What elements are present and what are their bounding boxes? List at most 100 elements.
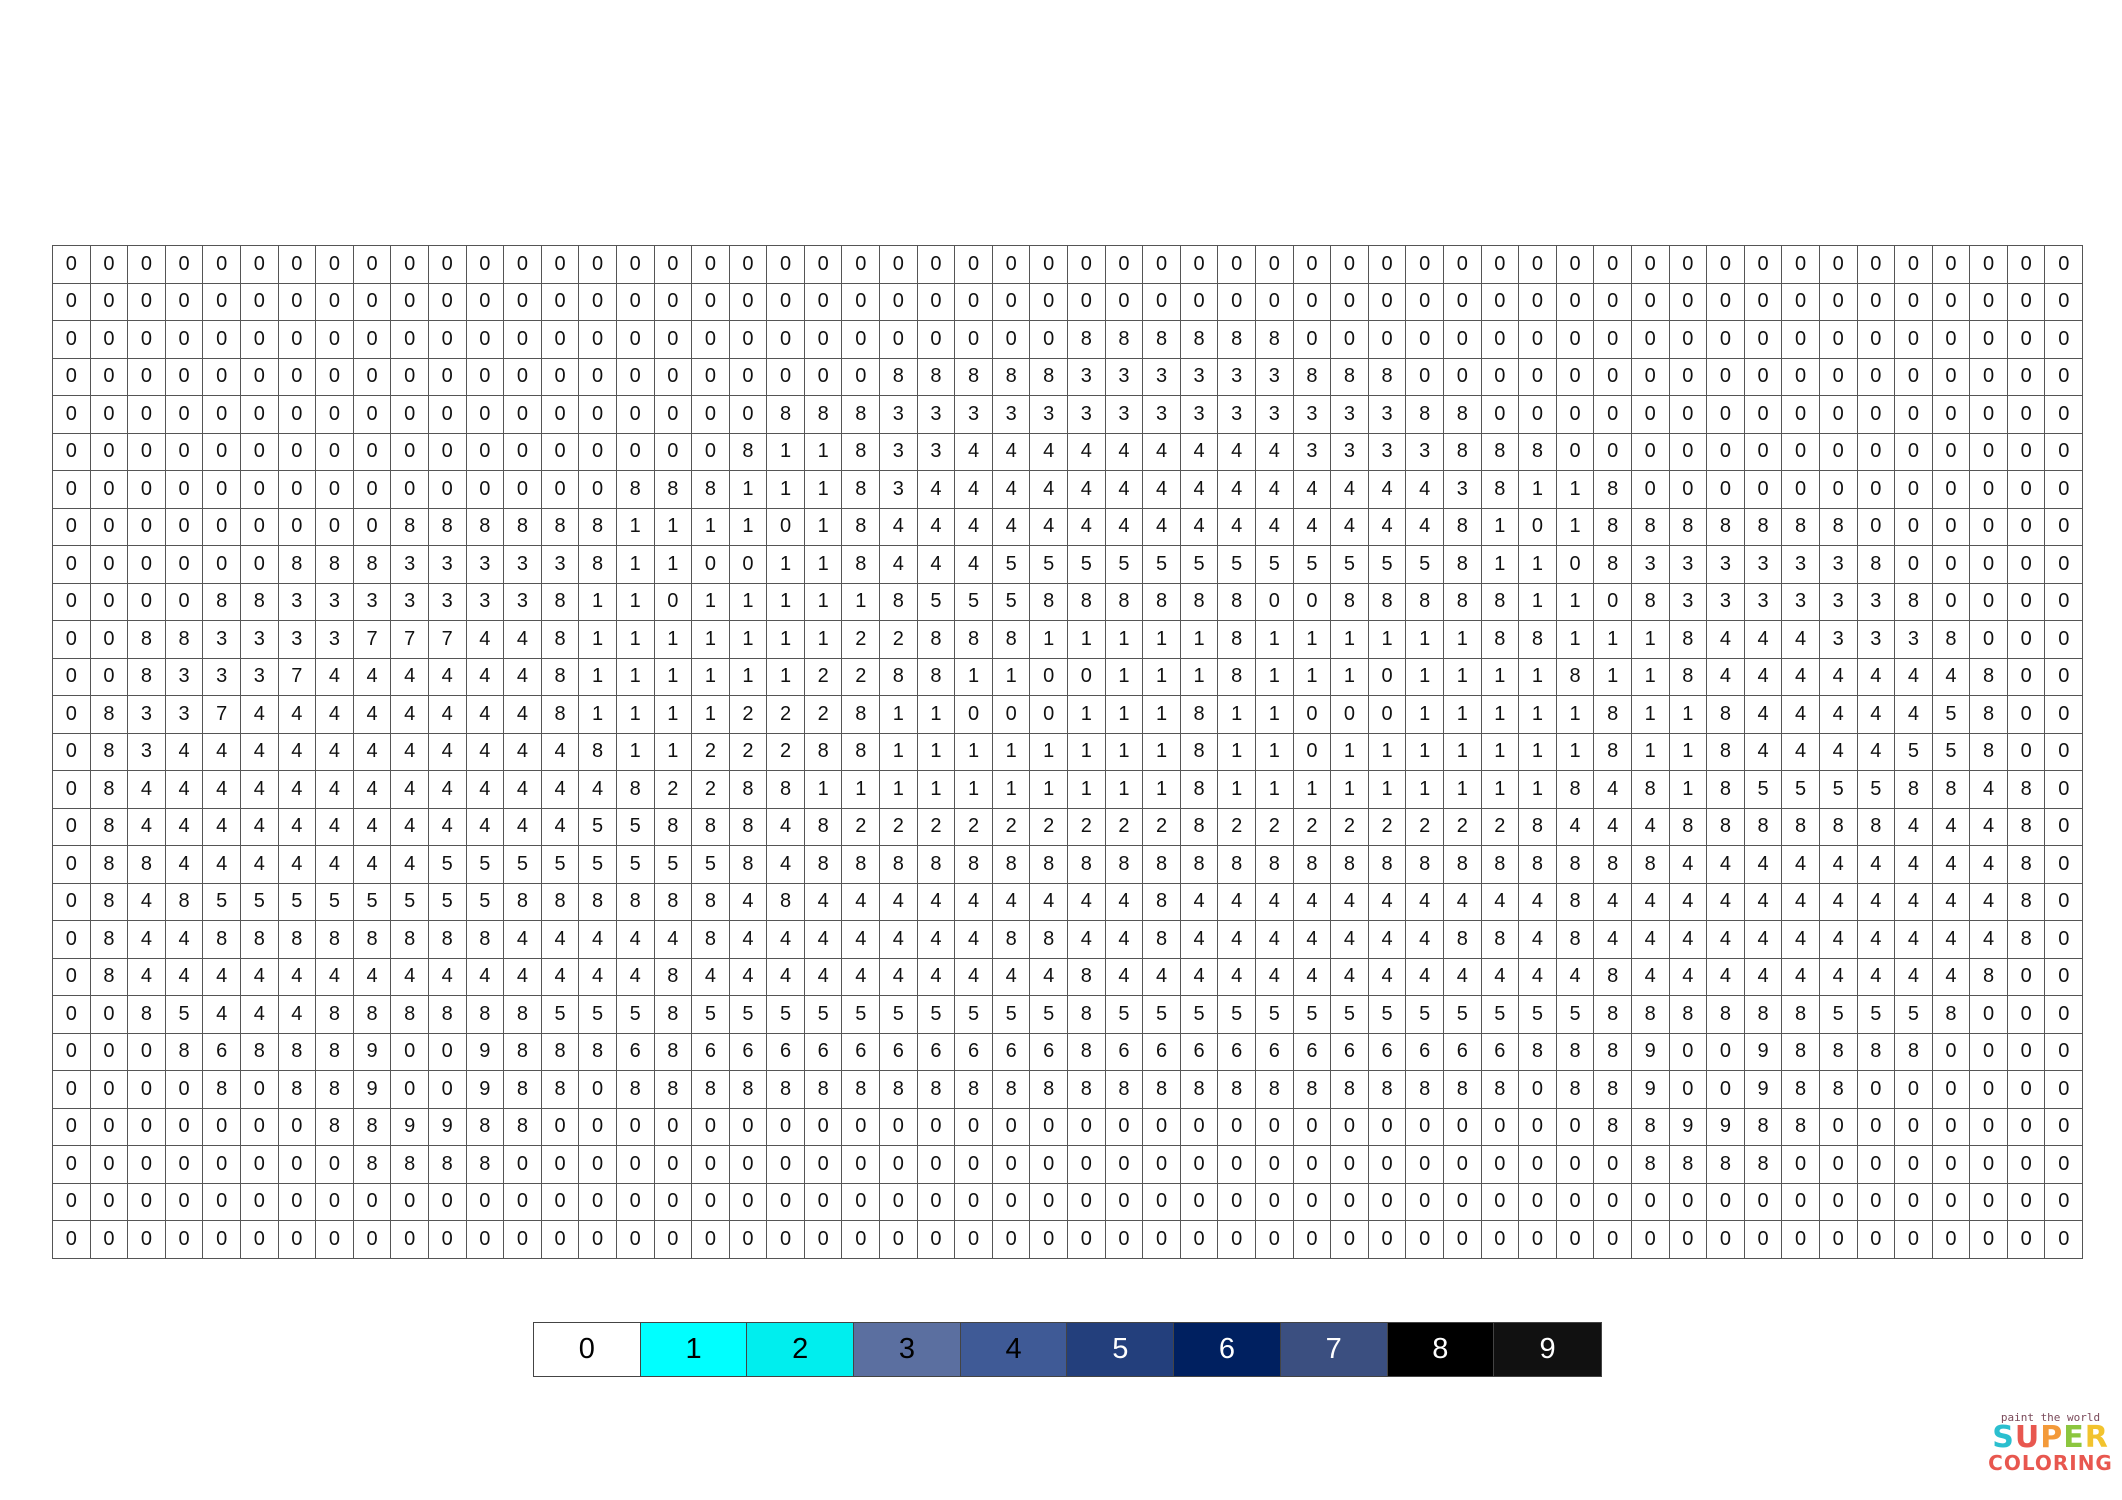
grid-cell: 0 bbox=[579, 1221, 617, 1259]
grid-cell: 8 bbox=[165, 621, 204, 659]
grid-cell: 4 bbox=[955, 471, 993, 509]
grid-cell: 4 bbox=[1293, 508, 1332, 546]
grid-cell: 0 bbox=[504, 358, 542, 396]
grid-cell: 1 bbox=[1030, 771, 1069, 809]
grid-cell: 0 bbox=[804, 1108, 843, 1146]
grid-cell: 0 bbox=[428, 471, 467, 509]
grid-cell: 4 bbox=[1932, 658, 1971, 696]
grid-cell: 4 bbox=[428, 658, 467, 696]
grid-cell: 0 bbox=[729, 1108, 768, 1146]
grid-cell: 1 bbox=[1068, 621, 1106, 659]
grid-cell: 0 bbox=[1857, 1183, 1896, 1221]
grid-cell: 0 bbox=[278, 471, 317, 509]
grid-cell: 2 bbox=[1368, 808, 1407, 846]
grid-cell: 0 bbox=[428, 1033, 467, 1071]
grid-cell: 4 bbox=[729, 958, 768, 996]
grid-cell: 0 bbox=[1519, 246, 1557, 284]
grid-cell: 0 bbox=[1707, 433, 1745, 471]
grid-cell: 0 bbox=[1068, 1146, 1106, 1184]
grid-cell: 0 bbox=[278, 396, 317, 434]
grid-cell: 3 bbox=[391, 583, 429, 621]
logo-letter: U bbox=[2014, 1420, 2041, 1455]
grid-cell: 0 bbox=[1556, 358, 1595, 396]
grid-cell: 0 bbox=[692, 246, 730, 284]
grid-cell: 8 bbox=[278, 921, 317, 959]
legend-swatch-7: 7 bbox=[1280, 1323, 1388, 1376]
grid-cell: 5 bbox=[1030, 996, 1069, 1034]
grid-cell: 4 bbox=[353, 696, 392, 734]
grid-cell: 0 bbox=[842, 283, 881, 321]
grid-cell: 1 bbox=[955, 771, 993, 809]
grid-cell: 0 bbox=[353, 1183, 392, 1221]
grid-cell: 0 bbox=[504, 1146, 542, 1184]
grid-cell: 4 bbox=[917, 883, 956, 921]
grid-cell: 1 bbox=[1594, 658, 1632, 696]
grid-cell: 0 bbox=[1744, 1221, 1783, 1259]
grid-cell: 8 bbox=[1256, 846, 1294, 884]
grid-cell: 1 bbox=[1556, 733, 1595, 771]
grid-cell: 0 bbox=[1218, 1183, 1256, 1221]
grid-cell: 4 bbox=[1256, 883, 1294, 921]
grid-cell: 0 bbox=[917, 1183, 956, 1221]
grid-cell: 8 bbox=[842, 733, 881, 771]
grid-cell: 0 bbox=[353, 471, 392, 509]
grid-cell: 9 bbox=[466, 1071, 505, 1109]
grid-cell: 8 bbox=[955, 846, 993, 884]
grid-cell: 4 bbox=[203, 958, 241, 996]
grid-cell: 0 bbox=[842, 358, 881, 396]
grid-cell: 4 bbox=[1180, 508, 1219, 546]
grid-cell: 4 bbox=[955, 508, 993, 546]
grid-cell: 8 bbox=[1331, 583, 1369, 621]
grid-cell: 8 bbox=[1068, 996, 1106, 1034]
grid-cell: 0 bbox=[53, 471, 91, 509]
grid-cell: 8 bbox=[1068, 321, 1106, 359]
grid-cell: 0 bbox=[278, 1146, 317, 1184]
grid-cell: 4 bbox=[1819, 883, 1858, 921]
grid-cell: 0 bbox=[165, 246, 204, 284]
grid-cell: 0 bbox=[1744, 433, 1783, 471]
grid-cell: 0 bbox=[1256, 1221, 1294, 1259]
grid-cell: 4 bbox=[353, 958, 392, 996]
grid-cell: 1 bbox=[1030, 621, 1069, 659]
grid-cell: 0 bbox=[1782, 1183, 1820, 1221]
grid-cell: 0 bbox=[428, 1071, 467, 1109]
grid-cell: 4 bbox=[1218, 883, 1256, 921]
grid-cell: 4 bbox=[1932, 846, 1971, 884]
grid-cell: 0 bbox=[1594, 1183, 1632, 1221]
grid-cell: 4 bbox=[1782, 883, 1820, 921]
grid-cell: 1 bbox=[955, 733, 993, 771]
grid-cell: 3 bbox=[1744, 583, 1783, 621]
grid-cell: 4 bbox=[1819, 658, 1858, 696]
grid-cell: 0 bbox=[955, 321, 993, 359]
grid-cell: 3 bbox=[466, 546, 505, 584]
grid-cell: 0 bbox=[1782, 321, 1820, 359]
grid-cell: 0 bbox=[240, 358, 279, 396]
grid-cell: 0 bbox=[316, 508, 354, 546]
grid-cell: 0 bbox=[1256, 246, 1294, 284]
grid-cell: 8 bbox=[1218, 583, 1256, 621]
grid-cell: 8 bbox=[2007, 846, 2046, 884]
grid-cell: 0 bbox=[128, 1108, 166, 1146]
grid-cell: 0 bbox=[2045, 958, 2084, 996]
grid-cell: 4 bbox=[767, 958, 805, 996]
grid-cell: 8 bbox=[1707, 508, 1745, 546]
grid-cell: 8 bbox=[692, 921, 730, 959]
grid-cell: 8 bbox=[616, 771, 655, 809]
grid-cell: 8 bbox=[1406, 846, 1444, 884]
grid-cell: 3 bbox=[1068, 396, 1106, 434]
grid-cell: 3 bbox=[1819, 621, 1858, 659]
grid-cell: 4 bbox=[240, 808, 279, 846]
grid-cell: 4 bbox=[1744, 921, 1783, 959]
grid-cell: 0 bbox=[1744, 471, 1783, 509]
grid-cell: 0 bbox=[1970, 358, 2008, 396]
grid-cell: 0 bbox=[428, 358, 467, 396]
grid-cell: 8 bbox=[90, 696, 129, 734]
grid-cell: 0 bbox=[240, 321, 279, 359]
grid-cell: 8 bbox=[1819, 508, 1858, 546]
grid-cell: 8 bbox=[1631, 771, 1670, 809]
grid-cell: 6 bbox=[729, 1033, 768, 1071]
grid-cell: 0 bbox=[2045, 433, 2084, 471]
grid-cell: 0 bbox=[654, 1221, 693, 1259]
grid-cell: 4 bbox=[466, 733, 505, 771]
grid-cell: 4 bbox=[316, 808, 354, 846]
